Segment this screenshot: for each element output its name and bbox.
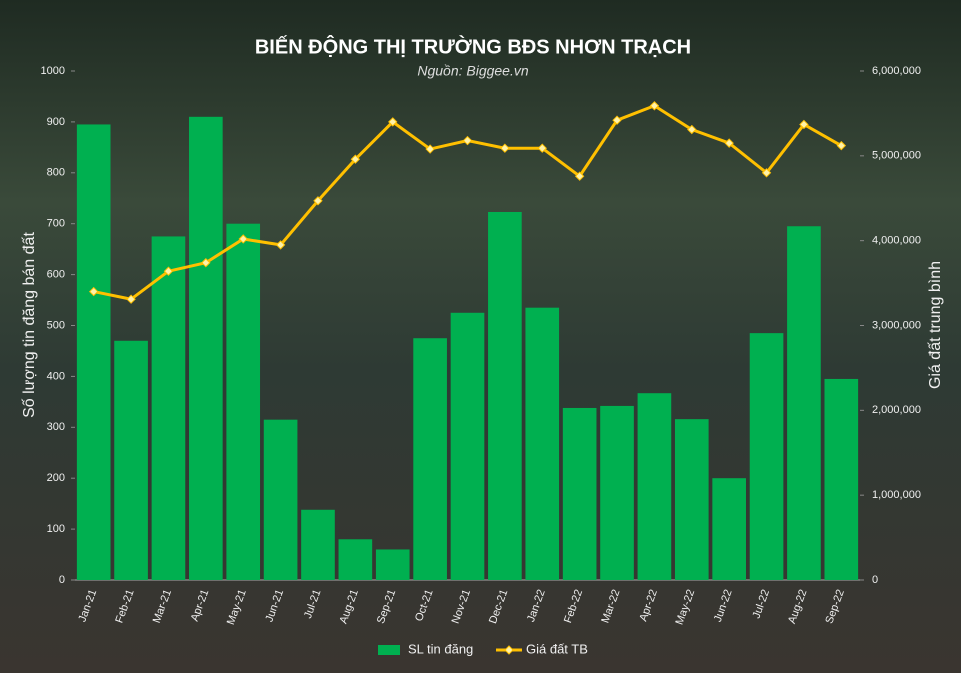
bar bbox=[450, 312, 485, 580]
y-tick-label: 900 bbox=[47, 116, 65, 128]
line-marker bbox=[313, 196, 323, 206]
line-marker bbox=[761, 168, 772, 178]
bar bbox=[600, 405, 634, 580]
y2-tick-label: 6,000,000 bbox=[872, 65, 921, 77]
bar bbox=[787, 226, 821, 580]
line-marker bbox=[612, 115, 622, 125]
y-tick-label: 1000 bbox=[41, 65, 65, 77]
bar bbox=[749, 333, 784, 580]
legend-swatch bbox=[504, 645, 514, 655]
bar bbox=[413, 338, 447, 580]
y-tick-label: 400 bbox=[47, 370, 65, 382]
y2-tick-label: 3,000,000 bbox=[872, 319, 921, 331]
line-marker bbox=[500, 143, 510, 153]
y-tick-label: 100 bbox=[47, 523, 65, 535]
line-marker bbox=[799, 119, 809, 130]
y-tick-label: 800 bbox=[47, 167, 65, 179]
line-marker bbox=[388, 117, 398, 127]
line-marker bbox=[201, 258, 211, 268]
bar bbox=[674, 419, 709, 580]
y-tick-label: 700 bbox=[47, 218, 65, 230]
bar bbox=[488, 211, 522, 581]
y-tick-label: 500 bbox=[47, 319, 65, 331]
line-marker bbox=[425, 144, 435, 154]
line-marker bbox=[238, 234, 248, 244]
line-marker bbox=[126, 294, 136, 304]
line-marker bbox=[687, 124, 697, 135]
chart-title: BIẾN ĐỘNG THỊ TRƯỜNG BĐS NHƠN TRẠCH bbox=[255, 34, 691, 58]
line-marker bbox=[724, 138, 734, 148]
legend-label: Giá đất TB bbox=[526, 641, 588, 656]
y-tick-label: 200 bbox=[47, 472, 65, 484]
line-marker bbox=[163, 266, 174, 276]
bar bbox=[824, 378, 859, 580]
y2-tick-label: 4,000,000 bbox=[872, 235, 921, 247]
y2-axis-title: Giá đất trung bình bbox=[927, 261, 944, 389]
legend-label: SL tin đăng bbox=[408, 641, 473, 656]
y2-tick-label: 5,000,000 bbox=[872, 150, 921, 162]
bar bbox=[189, 116, 223, 580]
line-marker bbox=[350, 154, 361, 164]
bar bbox=[525, 307, 560, 580]
line-marker bbox=[462, 135, 473, 146]
y-axis-title: Số lượng tin đăng bán đất bbox=[21, 232, 38, 418]
bar bbox=[226, 223, 261, 580]
bar bbox=[114, 340, 148, 580]
bar bbox=[301, 509, 335, 580]
bar bbox=[375, 549, 410, 580]
line-marker bbox=[649, 101, 660, 111]
bar bbox=[637, 393, 672, 580]
y-tick-label: 300 bbox=[47, 421, 65, 433]
y-tick-label: 600 bbox=[47, 269, 65, 281]
y2-tick-label: 2,000,000 bbox=[872, 404, 921, 416]
y2-tick-label: 0 bbox=[872, 574, 878, 586]
bar bbox=[263, 419, 298, 580]
chart-subtitle: Nguồn: Biggee.vn bbox=[417, 63, 529, 79]
bar bbox=[76, 124, 111, 580]
line-marker bbox=[574, 171, 585, 181]
line-marker bbox=[88, 286, 99, 297]
line-marker bbox=[275, 240, 286, 250]
y-tick-label: 0 bbox=[59, 574, 65, 586]
bar bbox=[712, 478, 746, 580]
bar bbox=[562, 407, 597, 580]
y2-tick-label: 1,000,000 bbox=[872, 489, 921, 501]
legend-swatch bbox=[378, 645, 400, 655]
bar bbox=[151, 236, 186, 581]
bar bbox=[338, 539, 373, 580]
line-marker bbox=[836, 140, 847, 151]
line-marker bbox=[537, 143, 547, 153]
